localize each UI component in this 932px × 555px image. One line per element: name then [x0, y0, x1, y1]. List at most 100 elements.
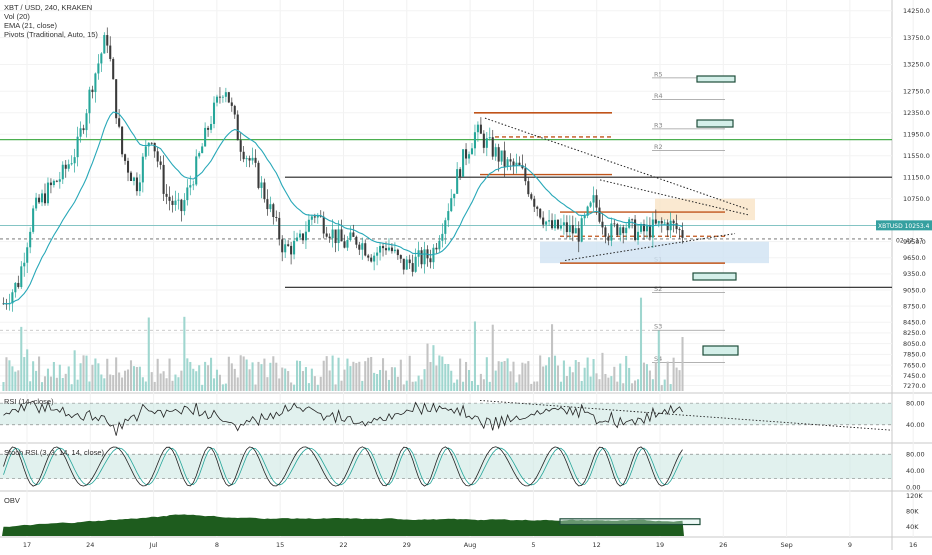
candle-body — [186, 187, 189, 201]
candle-body — [97, 63, 100, 74]
volume-bar — [227, 356, 230, 391]
volume-bar — [592, 359, 595, 391]
x-axis-tick-label: 8 — [215, 541, 219, 549]
candle-body — [221, 96, 224, 98]
candle-body — [106, 35, 109, 46]
target-box — [692, 272, 737, 281]
candle-body — [435, 247, 438, 250]
candle-body — [94, 73, 97, 93]
volume-bar — [97, 363, 100, 391]
candle-body — [634, 219, 637, 241]
candle-body — [239, 140, 242, 152]
volume-bar — [482, 379, 485, 391]
volume-bar — [2, 382, 5, 391]
volume-bar — [43, 376, 47, 391]
descending-trendline — [484, 117, 749, 210]
obv-pane-label[interactable]: OBV — [4, 496, 20, 505]
rsi-pane-label[interactable]: RSI (14, close) — [4, 397, 54, 406]
volume-bar — [586, 357, 589, 391]
volume-bar — [242, 356, 245, 391]
volume-bar — [210, 357, 213, 391]
volume-bar — [598, 379, 601, 391]
volume-bar — [506, 358, 509, 391]
volume-bar — [263, 358, 266, 391]
price-tag-box — [876, 220, 932, 231]
candle-body — [269, 204, 272, 210]
price-axis-tick-label: 13250.0 — [903, 61, 930, 69]
candle-body — [233, 105, 236, 115]
volume-bar — [589, 376, 592, 391]
price-axis-tick-label: 9350.0 — [903, 270, 926, 278]
volume-bar — [675, 367, 678, 391]
volume-bar — [553, 355, 557, 391]
volume-bar — [298, 360, 302, 391]
volume-bar — [112, 375, 115, 391]
volume-bar — [8, 360, 11, 391]
volume-bar — [150, 372, 153, 391]
volume-bar — [180, 370, 183, 391]
volume-bar — [296, 360, 299, 391]
volume-bar — [349, 366, 352, 391]
candle-body — [675, 223, 678, 230]
candle-body — [408, 259, 411, 264]
candle-body — [115, 79, 118, 119]
obv-axis-label: 80K — [906, 507, 919, 515]
candle-body — [542, 217, 545, 225]
candle-body — [669, 220, 672, 231]
candle-body — [296, 237, 299, 241]
volume-bar — [46, 368, 49, 391]
candle-body — [251, 157, 254, 161]
volume-bar — [245, 359, 248, 391]
volume-bar — [221, 384, 224, 391]
candle-body — [479, 124, 482, 134]
candle-body — [387, 247, 390, 251]
current-price-tag[interactable]: XBTUSD 10253.4 — [878, 223, 930, 230]
ascending-trendline — [564, 233, 736, 261]
volume-bar — [189, 361, 192, 391]
volume-bar — [379, 369, 382, 391]
volume-bar — [109, 374, 112, 391]
volume-bar — [230, 363, 233, 391]
volume-bar — [272, 356, 275, 391]
candle-body — [159, 161, 162, 165]
volume-bar — [420, 379, 423, 391]
volume-bar — [177, 377, 180, 391]
volume-indicator-label[interactable]: Vol (20) — [4, 12, 30, 21]
candle-body — [405, 259, 408, 270]
candle-body — [218, 96, 221, 98]
stoch-rsi-pane-label[interactable]: Stoch RSI (3, 3, 14, 14, close) — [4, 448, 105, 457]
candle-body — [399, 255, 402, 259]
x-axis-tick-label: 26 — [719, 541, 727, 549]
volume-bar — [156, 358, 159, 391]
volume-bar — [26, 349, 29, 391]
pivots-indicator-label[interactable]: Pivots (Traditional, Auto, 15) — [4, 30, 98, 39]
volume-bar — [159, 373, 162, 391]
rsi-axis-label: 80.00 — [906, 399, 925, 407]
ema-indicator-label[interactable]: EMA (21, close) — [4, 21, 57, 30]
volume-bar — [672, 357, 675, 391]
candle-body — [304, 231, 307, 241]
candle-body — [23, 262, 26, 267]
candle-body — [592, 195, 595, 203]
x-axis-tick-label: 9 — [848, 541, 852, 549]
candle-body — [494, 147, 497, 157]
candle-body — [58, 179, 61, 182]
volume-bar — [67, 366, 70, 391]
candle-body — [195, 156, 198, 185]
candle-body — [224, 92, 227, 97]
candle-body — [301, 233, 305, 241]
candle-body — [242, 151, 245, 160]
volume-bar — [601, 352, 604, 391]
candle-body — [666, 222, 669, 231]
volume-bar — [524, 363, 527, 391]
volume-bar — [657, 330, 660, 391]
candle-body — [390, 247, 393, 252]
symbol-title[interactable]: XBT / USD, 240, KRAKEN — [4, 3, 93, 12]
volume-bar — [38, 356, 41, 391]
candle-body — [82, 128, 85, 131]
volume-bar — [358, 361, 361, 391]
volume-bar — [562, 360, 565, 391]
volume-bar — [556, 365, 560, 391]
candle-body — [376, 252, 379, 256]
